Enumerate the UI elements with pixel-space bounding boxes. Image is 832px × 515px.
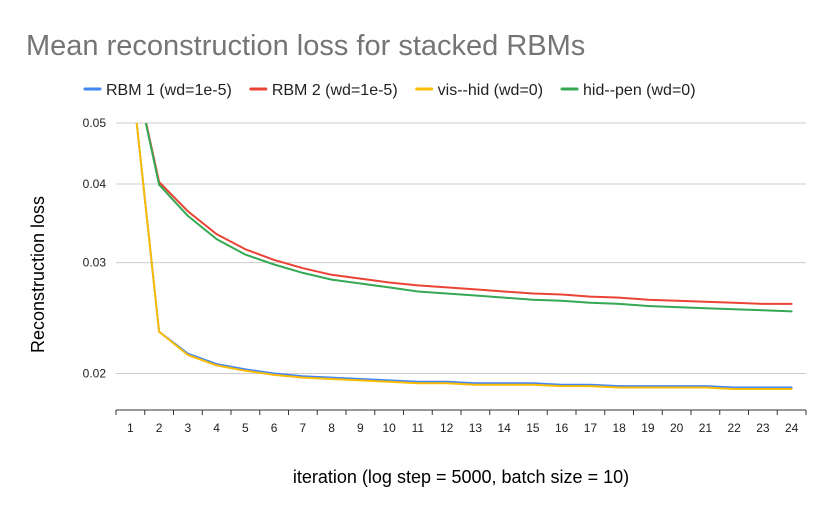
x-tick-label: 7 (300, 421, 307, 435)
x-tick-label: 9 (357, 421, 364, 435)
x-tick-label: 2 (156, 421, 163, 435)
chart-title: Mean reconstruction loss for stacked RBM… (26, 30, 585, 62)
series-lines (135, 123, 793, 390)
x-tick-label: 6 (271, 421, 278, 435)
x-tick-label: 15 (526, 421, 540, 435)
legend-item: hid--pen (wd=0) (560, 82, 696, 99)
x-axis-label: iteration (log step = 5000, batch size =… (293, 467, 629, 487)
y-tick-label: 0.05 (83, 116, 107, 130)
y-axis-label: Reconstruction loss (28, 196, 48, 353)
series-line (135, 123, 793, 389)
x-tick-label: 8 (328, 421, 335, 435)
legend-label: vis--hid (wd=0) (438, 82, 543, 99)
legend-label: hid--pen (wd=0) (583, 82, 696, 99)
x-tick-label: 19 (641, 421, 655, 435)
grid (116, 122, 806, 374)
y-tick-label: 0.03 (83, 256, 107, 270)
x-tick-label: 1 (127, 421, 134, 435)
x-tick-label: 4 (213, 421, 220, 435)
legend-item: RBM 1 (wd=1e-5) (83, 82, 232, 99)
x-tick-label: 12 (440, 421, 454, 435)
x-tick-label: 17 (584, 421, 598, 435)
x-tick-label: 21 (699, 421, 713, 435)
legend-item: RBM 2 (wd=1e-5) (249, 82, 398, 99)
x-tick-label: 10 (382, 421, 396, 435)
series-line (145, 123, 793, 305)
x-tick-label: 20 (670, 421, 684, 435)
y-tick-label: 0.02 (83, 366, 107, 380)
x-tick-label: 16 (555, 421, 569, 435)
series-line (144, 123, 793, 313)
legend: RBM 1 (wd=1e-5) RBM 2 (wd=1e-5) vis--hid (… (83, 82, 696, 99)
x-tick-label: 23 (756, 421, 770, 435)
x-tick-label: 11 (412, 421, 425, 435)
x-tick-label: 13 (469, 421, 483, 435)
legend-item: vis--hid (wd=0) (415, 82, 543, 99)
y-tick-label: 0.04 (83, 177, 107, 191)
x-axis: 1 2 3 4 5 6 7 8 9 10 11 12 13 14 15 16 17 18 19 20 21 22 23 24 (115, 409, 807, 435)
legend-label: RBM 1 (wd=1e-5) (106, 82, 232, 99)
x-tick-label: 5 (242, 421, 249, 435)
x-tick-label: 3 (185, 421, 192, 435)
series-line (135, 123, 793, 390)
x-tick-label: 18 (612, 421, 626, 435)
x-tick-label: 24 (785, 421, 799, 435)
legend-label: RBM 2 (wd=1e-5) (272, 82, 398, 99)
x-tick-label: 22 (727, 421, 741, 435)
y-axis-ticks: 0.02 0.03 0.04 0.05 (83, 116, 107, 380)
x-tick-label: 14 (497, 421, 511, 435)
